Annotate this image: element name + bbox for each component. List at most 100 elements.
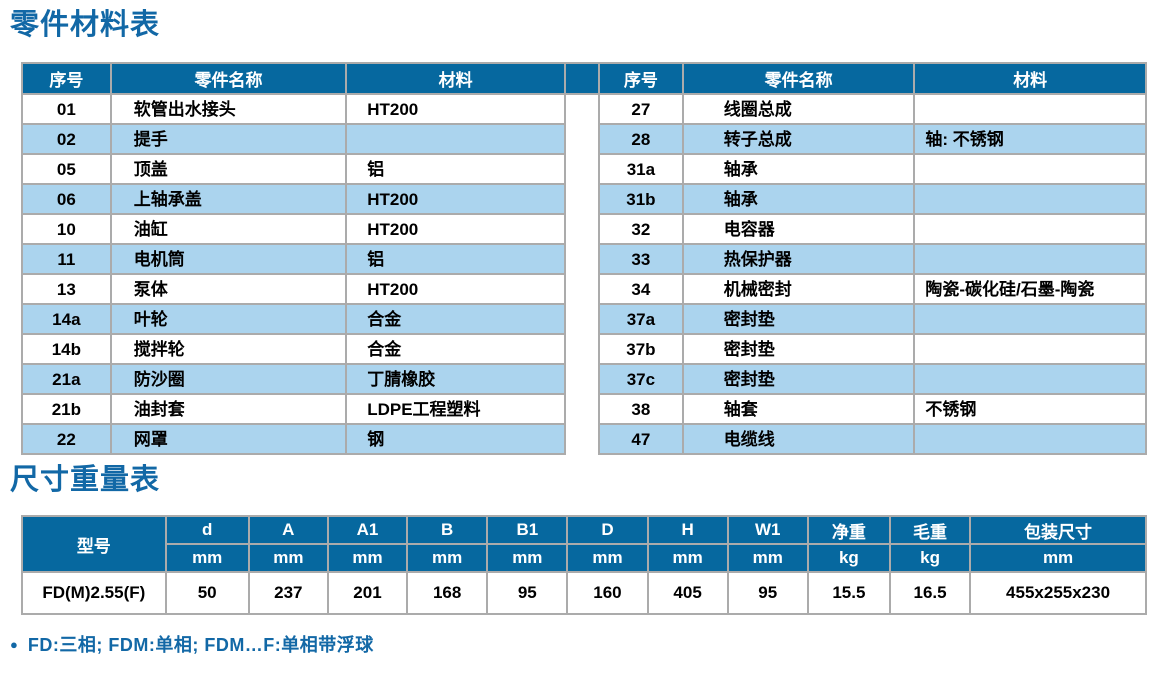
part-material-cell: 合金 bbox=[347, 305, 564, 333]
dimension-value-cell: 201 bbox=[328, 573, 407, 613]
part-material-cell: 不锈钢 bbox=[915, 395, 1145, 423]
dimension-unit-cell: mm bbox=[971, 545, 1145, 571]
table-gap-spacer bbox=[566, 62, 598, 455]
parts-material-table: 序号 零件名称 材料 01 软管出水接头 HT200 02 提手 05 顶盖铝 06 上轴承盖 H… bbox=[21, 62, 1147, 455]
dimension-unit-cell: mm bbox=[728, 545, 807, 571]
dimensions-weight-table: 型号 d A A1 B B1 D H W1 净重 毛重 包装尺寸 mm mm mm mm mm mm mm mm kg k… bbox=[21, 515, 1147, 615]
part-name-cell: 电机筒 bbox=[111, 245, 346, 273]
dimension-unit-cell: mm bbox=[249, 545, 327, 571]
part-no-cell: 22 bbox=[23, 425, 110, 453]
part-name-cell: 热保护器 bbox=[683, 245, 914, 273]
dimension-label-cell: 毛重 bbox=[890, 517, 970, 543]
parts-material-table-title: 零件材料表 bbox=[10, 9, 161, 41]
part-name-cell: 轴套 bbox=[683, 395, 914, 423]
table-gap-header-fill bbox=[566, 64, 598, 95]
part-name-cell: 提手 bbox=[111, 125, 346, 153]
part-material-cell bbox=[915, 365, 1145, 393]
part-material-cell: 钢 bbox=[347, 425, 564, 453]
part-name-cell: 线圈总成 bbox=[683, 95, 914, 123]
part-no-cell: 11 bbox=[23, 245, 110, 273]
part-no-cell: 31b bbox=[600, 185, 682, 213]
dimension-label-cell: A1 bbox=[328, 517, 407, 543]
part-material-cell: 合金 bbox=[347, 335, 564, 363]
column-header-material: 材料 bbox=[915, 64, 1145, 93]
part-no-cell: 38 bbox=[600, 395, 682, 423]
dimension-unit-cell: mm bbox=[408, 545, 487, 571]
part-no-cell: 28 bbox=[600, 125, 682, 153]
part-material-cell: 丁腈橡胶 bbox=[347, 365, 564, 393]
dimension-value-cell: 95 bbox=[728, 573, 807, 613]
parts-table-left: 序号 零件名称 材料 01 软管出水接头 HT200 02 提手 05 顶盖铝 06 上轴承盖 H… bbox=[21, 62, 566, 455]
dimension-value-cell: 95 bbox=[488, 573, 567, 613]
part-name-cell: 轴承 bbox=[683, 185, 914, 213]
part-material-cell: LDPE工程塑料 bbox=[347, 395, 564, 423]
dimension-unit-cell: mm bbox=[648, 545, 727, 571]
part-material-cell: HT200 bbox=[347, 275, 564, 303]
dimension-value-cell: 168 bbox=[408, 573, 487, 613]
part-name-cell: 防沙圈 bbox=[111, 365, 346, 393]
part-material-cell bbox=[347, 125, 564, 153]
part-material-cell: HT200 bbox=[347, 215, 564, 243]
part-name-cell: 转子总成 bbox=[683, 125, 914, 153]
part-name-cell: 搅拌轮 bbox=[111, 335, 346, 363]
part-name-cell: 密封垫 bbox=[683, 365, 914, 393]
part-material-cell bbox=[915, 95, 1145, 123]
part-material-cell bbox=[915, 335, 1145, 363]
dimension-unit-cell: mm bbox=[488, 545, 567, 571]
part-name-cell: 顶盖 bbox=[111, 155, 346, 183]
dimension-label-cell: B1 bbox=[488, 517, 567, 543]
dimension-unit-cell: kg bbox=[890, 545, 970, 571]
part-material-cell bbox=[915, 155, 1145, 183]
part-no-cell: 47 bbox=[600, 425, 682, 453]
part-no-cell: 34 bbox=[600, 275, 682, 303]
part-no-cell: 10 bbox=[23, 215, 110, 243]
dimension-unit-cell: mm bbox=[166, 545, 248, 571]
dimension-label-cell: d bbox=[166, 517, 248, 543]
part-no-cell: 14a bbox=[23, 305, 110, 333]
part-no-cell: 37a bbox=[600, 305, 682, 333]
dimension-label-cell: 包装尺寸 bbox=[971, 517, 1145, 543]
dimension-value-cell: 50 bbox=[166, 573, 248, 613]
part-no-cell: 05 bbox=[23, 155, 110, 183]
dimension-value-cell: 16.5 bbox=[890, 573, 970, 613]
part-no-cell: 31a bbox=[600, 155, 682, 183]
part-no-cell: 14b bbox=[23, 335, 110, 363]
part-name-cell: 油封套 bbox=[111, 395, 346, 423]
part-material-cell: HT200 bbox=[347, 95, 564, 123]
column-header-part-name: 零件名称 bbox=[111, 64, 346, 93]
part-no-cell: 37b bbox=[600, 335, 682, 363]
part-no-cell: 13 bbox=[23, 275, 110, 303]
part-material-cell: HT200 bbox=[347, 185, 564, 213]
dimensions-weight-table-title: 尺寸重量表 bbox=[10, 464, 161, 496]
bullet-icon: ● bbox=[10, 636, 18, 652]
part-name-cell: 密封垫 bbox=[683, 305, 914, 333]
column-header-part-name: 零件名称 bbox=[683, 64, 914, 93]
part-material-cell bbox=[915, 425, 1145, 453]
dimension-value-cell: 160 bbox=[568, 573, 647, 613]
column-header-no: 序号 bbox=[23, 64, 110, 93]
part-name-cell: 软管出水接头 bbox=[111, 95, 346, 123]
dimension-unit-cell: mm bbox=[568, 545, 647, 571]
part-material-cell: 铝 bbox=[347, 245, 564, 273]
part-material-cell: 陶瓷-碳化硅/石墨-陶瓷 bbox=[915, 275, 1145, 303]
part-name-cell: 轴承 bbox=[683, 155, 914, 183]
dimension-label-cell: 净重 bbox=[808, 517, 889, 543]
part-name-cell: 电缆线 bbox=[683, 425, 914, 453]
part-no-cell: 01 bbox=[23, 95, 110, 123]
part-name-cell: 电容器 bbox=[683, 215, 914, 243]
column-header-no: 序号 bbox=[600, 64, 682, 93]
dimension-value-cell: 405 bbox=[648, 573, 727, 613]
part-material-cell: 轴: 不锈钢 bbox=[915, 125, 1145, 153]
part-name-cell: 泵体 bbox=[111, 275, 346, 303]
part-name-cell: 上轴承盖 bbox=[111, 185, 346, 213]
dimension-label-cell: D bbox=[568, 517, 647, 543]
part-material-cell: 铝 bbox=[347, 155, 564, 183]
dimension-value-cell: 455x255x230 bbox=[971, 573, 1145, 613]
dimension-value-cell: 237 bbox=[249, 573, 327, 613]
part-name-cell: 机械密封 bbox=[683, 275, 914, 303]
part-no-cell: 21b bbox=[23, 395, 110, 423]
part-name-cell: 网罩 bbox=[111, 425, 346, 453]
model-value-cell: FD(M)2.55(F) bbox=[23, 573, 165, 613]
part-material-cell bbox=[915, 245, 1145, 273]
model-legend-footnote: ● FD:三相; FDM:单相; FDM…F:单相带浮球 bbox=[10, 631, 1169, 657]
